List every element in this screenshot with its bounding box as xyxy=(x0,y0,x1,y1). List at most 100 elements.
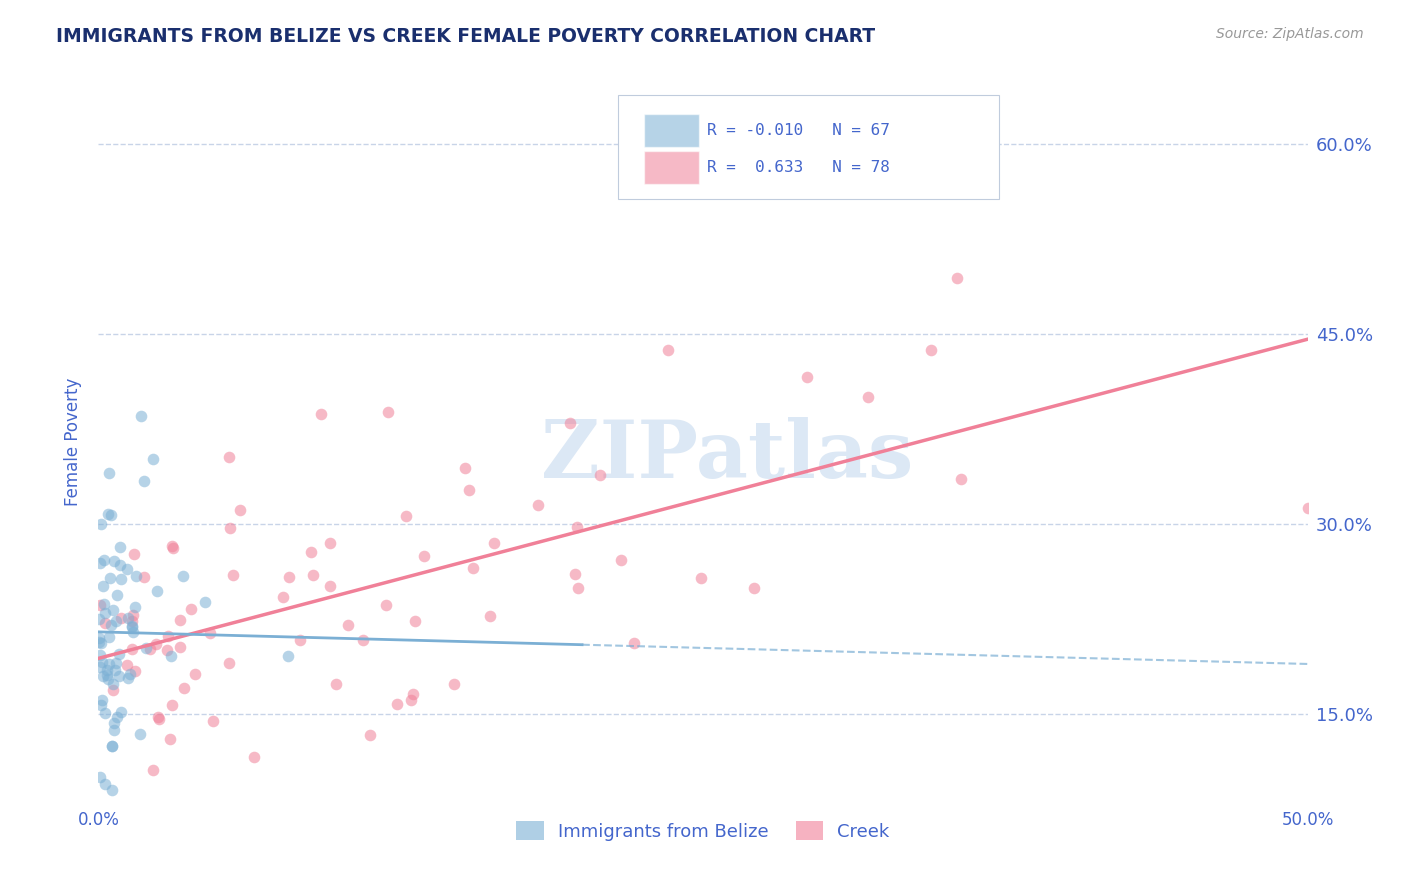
Point xyxy=(110,611,132,625)
Point xyxy=(90,693,112,707)
Point xyxy=(142,763,165,777)
Point xyxy=(377,405,399,419)
Point xyxy=(160,539,183,553)
Point xyxy=(222,568,245,582)
Point xyxy=(97,630,120,644)
Point xyxy=(399,693,422,707)
Point xyxy=(950,472,973,486)
Point xyxy=(87,612,110,626)
Point xyxy=(690,572,713,586)
Point xyxy=(89,556,111,570)
Point xyxy=(336,618,359,632)
Point xyxy=(796,369,818,384)
Point xyxy=(96,672,118,686)
Point xyxy=(122,625,145,640)
Point xyxy=(108,540,131,554)
Point xyxy=(101,739,124,754)
Point xyxy=(243,750,266,764)
Point xyxy=(1296,501,1319,516)
Point xyxy=(91,668,114,682)
Point xyxy=(101,683,124,698)
Point xyxy=(120,667,142,681)
Point xyxy=(96,663,118,677)
Point xyxy=(98,571,121,585)
Point xyxy=(94,706,117,721)
Point xyxy=(218,656,240,670)
Point xyxy=(402,687,425,701)
Point xyxy=(169,613,191,627)
Point xyxy=(180,602,202,616)
Point xyxy=(359,728,381,742)
Point xyxy=(589,467,612,482)
Point xyxy=(89,660,111,674)
Point xyxy=(229,503,252,517)
Point xyxy=(309,407,332,421)
Point xyxy=(219,521,242,535)
Point xyxy=(128,727,150,741)
Point xyxy=(560,416,582,430)
Point xyxy=(97,507,120,521)
Point xyxy=(657,343,679,358)
Point xyxy=(278,569,301,583)
Point xyxy=(104,664,127,678)
Point xyxy=(385,697,408,711)
Point xyxy=(110,572,132,586)
Point xyxy=(277,649,299,664)
Point xyxy=(96,668,118,682)
Point xyxy=(104,614,127,628)
Point xyxy=(89,598,111,612)
Point xyxy=(90,517,112,532)
Point xyxy=(93,553,115,567)
Point xyxy=(103,554,125,568)
Text: ZIPatlas: ZIPatlas xyxy=(541,417,914,495)
Point xyxy=(920,343,942,358)
Point xyxy=(198,626,221,640)
Point xyxy=(404,614,426,628)
Point xyxy=(91,579,114,593)
Point xyxy=(89,648,111,662)
Point xyxy=(482,536,505,550)
Point xyxy=(103,715,125,730)
Point xyxy=(101,783,124,797)
Point xyxy=(90,635,112,649)
Point xyxy=(101,603,124,617)
Text: Source: ZipAtlas.com: Source: ZipAtlas.com xyxy=(1216,27,1364,41)
Point xyxy=(138,642,160,657)
Point xyxy=(742,581,765,595)
Point xyxy=(108,669,131,683)
Point xyxy=(218,450,240,464)
Text: IMMIGRANTS FROM BELIZE VS CREEK FEMALE POVERTY CORRELATION CHART: IMMIGRANTS FROM BELIZE VS CREEK FEMALE P… xyxy=(56,27,876,45)
Legend: Immigrants from Belize, Creek: Immigrants from Belize, Creek xyxy=(509,814,897,848)
Point xyxy=(135,640,157,655)
Point xyxy=(288,632,311,647)
Point xyxy=(302,568,325,582)
Point xyxy=(271,591,294,605)
Text: R =  0.633   N = 78: R = 0.633 N = 78 xyxy=(707,161,890,175)
Point xyxy=(478,608,501,623)
Point xyxy=(946,271,969,285)
Point xyxy=(413,549,436,564)
Point xyxy=(121,620,143,634)
Point xyxy=(162,541,184,555)
Point xyxy=(115,658,138,673)
Point xyxy=(93,597,115,611)
Point xyxy=(463,560,485,574)
FancyBboxPatch shape xyxy=(644,113,699,147)
Point xyxy=(124,547,146,561)
Point xyxy=(121,619,143,633)
Point xyxy=(527,498,550,512)
Point xyxy=(125,568,148,582)
Point xyxy=(90,698,112,712)
Point xyxy=(129,409,152,424)
Point xyxy=(142,451,165,466)
Point xyxy=(93,776,115,790)
Point xyxy=(299,545,322,559)
Point xyxy=(160,698,183,713)
FancyBboxPatch shape xyxy=(619,95,1000,200)
Point xyxy=(156,643,179,657)
Point xyxy=(145,583,167,598)
Point xyxy=(105,710,128,724)
Point xyxy=(121,642,143,657)
Point xyxy=(454,460,477,475)
Point xyxy=(100,617,122,632)
